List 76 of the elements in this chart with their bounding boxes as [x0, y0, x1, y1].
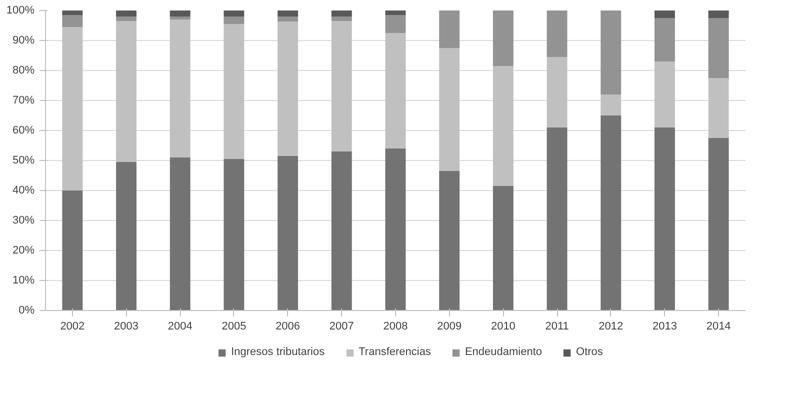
bar — [224, 24, 244, 159]
bar — [278, 10, 298, 16]
y-tick-label: 0% — [18, 304, 35, 316]
bar — [62, 15, 83, 27]
bar — [708, 78, 729, 138]
bar — [654, 62, 675, 128]
bar — [331, 152, 352, 310]
bar — [385, 33, 406, 148]
bar — [385, 15, 406, 33]
bar — [170, 20, 190, 158]
bar — [708, 138, 729, 310]
x-tick-label: 2013 — [652, 320, 677, 332]
bar — [492, 186, 514, 310]
y-tick-label: 80% — [12, 64, 35, 76]
bar — [546, 57, 568, 128]
y-tick-label: 70% — [12, 94, 35, 106]
bar — [170, 16, 190, 20]
x-tick-label: 2002 — [60, 320, 85, 332]
bar — [170, 158, 190, 310]
x-tick-label: 2011 — [545, 320, 569, 332]
bar — [116, 10, 136, 16]
bar — [600, 10, 622, 94]
x-tick-label: 2004 — [168, 320, 192, 332]
x-tick-label: 2008 — [383, 320, 408, 332]
bar — [492, 10, 514, 66]
bar — [708, 18, 729, 78]
y-tick-label: 50% — [12, 154, 35, 166]
y-tick-label: 90% — [12, 34, 35, 46]
bar — [278, 16, 298, 22]
y-tick-label: 10% — [12, 274, 35, 286]
bar — [385, 148, 406, 310]
x-tick-label: 2006 — [276, 320, 300, 332]
x-tick-label: 2003 — [114, 320, 139, 332]
bar — [224, 10, 244, 16]
bar — [492, 66, 514, 186]
bar — [170, 10, 190, 16]
x-tick-label: 2009 — [437, 320, 462, 332]
bar — [224, 16, 244, 24]
legend-label: Transferencias — [358, 346, 431, 358]
x-tick-label: 2005 — [222, 320, 246, 332]
bar — [439, 48, 460, 171]
bar — [278, 156, 298, 310]
bar — [331, 21, 352, 152]
y-tick-label: 60% — [12, 124, 35, 136]
bar — [439, 171, 460, 310]
bar — [331, 10, 352, 16]
legend-label: Otros — [576, 346, 603, 358]
bar — [654, 18, 675, 62]
bar — [62, 190, 83, 310]
bar — [385, 10, 406, 15]
bar — [654, 128, 675, 310]
y-tick-label: 100% — [6, 4, 35, 16]
bar — [439, 10, 460, 48]
bar — [278, 22, 298, 156]
x-tick-label: 2014 — [706, 320, 731, 332]
bar — [116, 162, 136, 310]
bar — [224, 159, 244, 310]
bar — [600, 94, 622, 116]
bar — [331, 16, 352, 21]
legend-label: Ingresos tributarios — [231, 346, 325, 358]
y-tick-label: 40% — [12, 184, 35, 196]
bar — [708, 10, 729, 18]
bar — [116, 16, 136, 21]
bar — [62, 10, 83, 15]
bar — [116, 21, 136, 162]
bar — [654, 10, 675, 18]
y-tick-label: 30% — [12, 214, 35, 226]
bar — [600, 116, 622, 310]
bar — [546, 128, 568, 310]
x-tick-label: 2007 — [329, 320, 354, 332]
x-tick-label: 2010 — [490, 320, 516, 332]
x-tick-label: 2012 — [598, 320, 624, 332]
y-tick-label: 20% — [12, 244, 35, 256]
legend-label: Endeudamiento — [464, 346, 542, 358]
bar — [62, 27, 83, 190]
bar — [546, 10, 568, 57]
